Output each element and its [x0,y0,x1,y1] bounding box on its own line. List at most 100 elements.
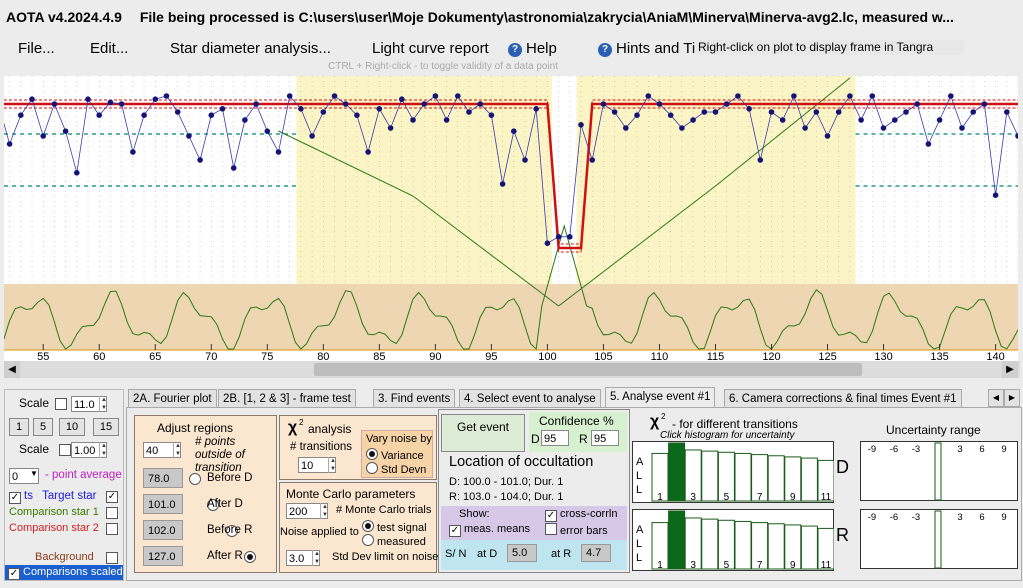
scroll-thumb[interactable] [314,363,862,376]
data-point [130,149,136,155]
points-outside-input[interactable]: 40 [143,442,181,458]
measured-option[interactable]: measured [362,534,426,548]
test-signal-option[interactable]: test signal [362,520,427,534]
uncertainty-bar [934,442,942,501]
comparisons-scaled-checkbox[interactable]: ✓ [8,568,20,580]
scale-input[interactable]: 11.0 [71,396,107,412]
std-devn-radio[interactable] [366,462,378,474]
before-r-radio[interactable] [225,525,238,537]
menu-file[interactable]: File... [18,40,55,57]
scale2-input[interactable]: 1.00 [71,442,107,458]
data-point [443,117,450,123]
scale-5-button[interactable]: 5 [33,418,53,436]
region-before-d [296,76,552,284]
menu-star-diameter[interactable]: Star diameter analysis... [170,40,331,57]
transitions-spin-icon[interactable]: ▲ ▼ [328,457,337,473]
get-event-button[interactable]: Get event [441,414,525,452]
histogram-bar [751,454,769,502]
error-bars-option[interactable]: error bars [545,523,608,537]
error-bars-checkbox[interactable] [545,523,557,535]
data-point [186,133,192,139]
histogram-x-label: 7 [757,560,763,571]
after-d-value: 101.0 [143,494,183,514]
tab-scroll-left-icon[interactable]: ◀ [988,389,1004,407]
before-d-radio[interactable] [189,473,201,485]
comparisons-scaled-row[interactable]: ✓ Comparisons scaled [5,565,123,580]
variance-label: Variance [381,450,424,462]
scale-15-button[interactable]: 15 [93,418,119,436]
trials-input[interactable]: 200 [286,503,328,519]
target-star-checkbox[interactable]: ✓ [106,491,118,503]
comparison1-checkbox[interactable] [106,507,118,519]
std-limit-input[interactable]: 3.0 [286,550,320,566]
tab-select-event[interactable]: 4. Select event to analyse [459,389,601,408]
x-tick-label: 85 [373,351,385,362]
scale-1-button[interactable]: 1 [9,418,29,436]
light-curve-svg[interactable]: 55 60 65 70 75 80 85 90 95 100 105 110 115 120 125 130 1… [0,76,1021,363]
tab-find-events[interactable]: 3. Find events [373,389,456,408]
uncertainty-r-plot[interactable]: -9-6-30369 [860,509,1018,569]
chi-symbol: χ [288,419,298,436]
tab-fourier[interactable]: 2A. Fourier plot [128,389,217,408]
menu-edit[interactable]: Edit... [90,40,129,57]
trials-spin-icon[interactable]: ▲ ▼ [320,503,329,519]
uncertainty-tick-label: 6 [979,512,984,523]
data-point [858,117,864,123]
scale-label: Scale [19,396,50,410]
std-devn-option[interactable]: Std Devn [366,462,426,476]
after-d-radio[interactable] [207,499,220,511]
histogram-x-label: 5 [724,560,730,571]
meas-means-checkbox[interactable]: ✓ [449,525,461,537]
menu-help[interactable]: ? Help [508,40,557,57]
data-point [970,109,976,115]
menu-light-curve-report[interactable]: Light curve report [372,40,489,57]
scroll-left-icon[interactable]: ◀ [4,361,20,378]
menu-hints[interactable]: ? Hints and Ti [598,40,695,57]
scale2-spin-icon[interactable]: ▲ ▼ [99,442,108,458]
scale2-checkbox[interactable] [59,444,71,456]
data-point [914,101,920,107]
adjust-regions-title: Adjust regions [157,421,234,435]
std-limit-spin-icon[interactable]: ▲ ▼ [312,550,321,566]
confidence-r-input[interactable]: 95 [591,430,619,446]
transitions-input[interactable]: 10 [298,457,336,473]
scale-checkbox[interactable] [55,398,67,410]
data-point [522,157,528,163]
plot-scrollbar[interactable]: ◀ ▶ [4,361,1020,378]
data-point [376,106,383,112]
tab-scroll-right-icon[interactable]: ▶ [1004,389,1020,407]
variance-option[interactable]: Variance [366,448,424,462]
scale-spin-icon[interactable]: ▲ ▼ [99,396,108,412]
sn-d-value: 5.0 [507,544,537,562]
histogram-bar [784,524,802,570]
data-point [499,181,506,187]
chevron-down-icon[interactable]: ▼ [30,469,38,478]
point-average-select[interactable]: 0 [9,468,39,484]
comparison2-checkbox[interactable] [106,523,118,535]
tab-frame-test[interactable]: 2B. [1, 2 & 3] - frame test [218,389,356,408]
variance-radio[interactable] [366,448,378,460]
light-curve-plot[interactable]: 55 60 65 70 75 80 85 90 95 100 105 110 115 120 125 130 1… [0,76,1021,363]
ts-checkbox[interactable]: ✓ [9,492,21,504]
points-spin-icon[interactable]: ▲ ▼ [173,442,182,458]
scale-10-button[interactable]: 10 [59,418,85,436]
data-point [29,96,35,102]
tab-analyse-event[interactable]: 5. Analyse event #1 [605,387,716,408]
confidence-d-input[interactable]: 95 [541,430,569,446]
cross-corr-option[interactable]: ✓ cross-corrln [545,508,617,522]
measured-radio[interactable] [362,534,374,546]
x-tick-label: 55 [37,351,49,362]
cross-corr-checkbox[interactable]: ✓ [545,510,557,522]
noise-applied-label: Noise applied to [280,526,359,538]
scroll-right-icon[interactable]: ▶ [1002,361,1018,378]
vary-noise-label: Vary noise by [366,433,432,445]
tab-camera-corrections[interactable]: 6. Camera corrections & final times Even… [724,389,962,408]
meas-means-option[interactable]: ✓ meas. means [449,523,530,537]
uncertainty-d-plot[interactable]: -9-6-30369 [860,441,1018,501]
test-signal-radio[interactable] [362,520,374,532]
sn-at-r-label: at R [551,548,572,560]
background-checkbox[interactable] [106,552,118,564]
after-r-radio[interactable] [244,551,257,563]
